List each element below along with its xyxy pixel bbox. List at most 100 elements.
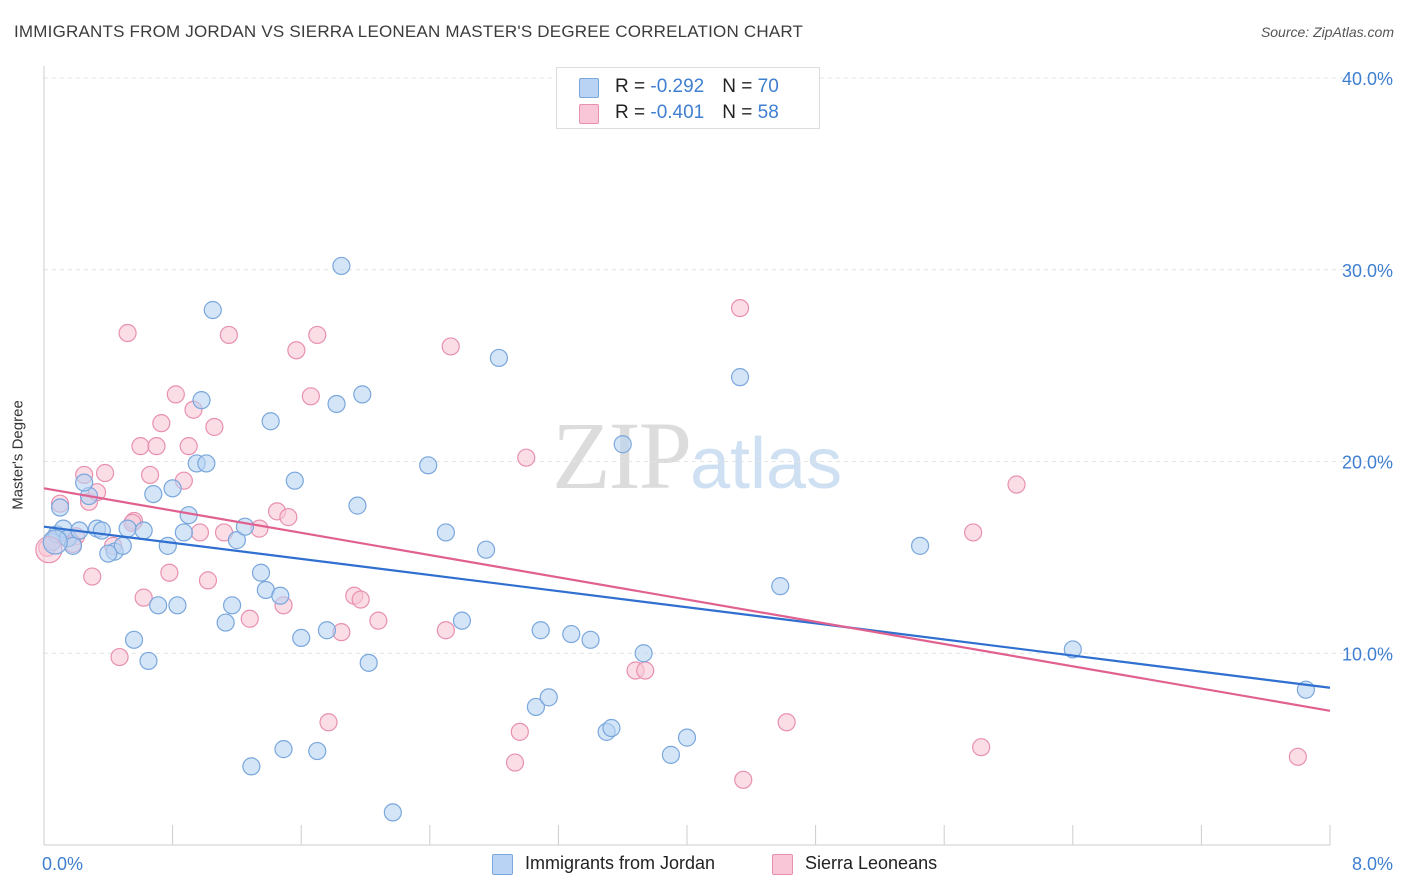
data-point-jordan xyxy=(419,456,438,475)
legend-swatch-sierra xyxy=(579,104,599,124)
x-tick-label: 8.0% xyxy=(1352,854,1393,874)
data-point-jordan xyxy=(235,517,255,536)
bottom-legend-label-jordan: Immigrants from Jordan xyxy=(525,853,716,873)
legend-n-value: 70 xyxy=(757,76,779,97)
data-point-sierra xyxy=(1288,747,1307,766)
data-point-jordan xyxy=(75,473,94,492)
data-point-jordan xyxy=(149,596,168,615)
data-point-sierra xyxy=(118,323,137,343)
data-point-jordan xyxy=(271,586,290,605)
trend-line-jordan xyxy=(43,525,1331,689)
y-tick-label: 30.0% xyxy=(1342,261,1393,281)
data-point-jordan xyxy=(581,630,600,649)
data-point-sierra xyxy=(351,590,370,609)
data-point-jordan xyxy=(92,521,111,540)
data-point-jordan xyxy=(222,596,242,615)
legend-n-label: N = xyxy=(722,76,758,97)
data-point-jordan xyxy=(562,624,581,644)
data-point-sierra xyxy=(441,337,460,356)
y-tick-label: 10.0% xyxy=(1342,644,1393,664)
legend-n-value: 58 xyxy=(757,102,779,123)
data-point-sierra xyxy=(219,325,238,345)
data-point-jordan xyxy=(227,531,246,550)
data-point-jordan xyxy=(489,348,509,368)
data-point-sierra xyxy=(517,448,536,467)
legend-swatch-jordan xyxy=(579,78,599,98)
data-point-sierra xyxy=(83,567,102,586)
data-point-jordan xyxy=(134,521,153,540)
data-point-sierra xyxy=(510,722,529,741)
x-tick-label: 0.0% xyxy=(42,854,83,874)
data-point-jordan xyxy=(251,563,271,582)
data-point-sierra xyxy=(166,385,185,404)
data-point-jordan xyxy=(192,391,211,410)
data-point-jordan xyxy=(216,613,235,632)
legend-text-jordan: R = -0.292 N = 70 xyxy=(615,76,779,98)
data-point-sierra xyxy=(972,738,991,757)
data-point-jordan xyxy=(50,498,70,517)
data-point-jordan xyxy=(476,540,496,559)
data-point-jordan xyxy=(436,523,455,542)
stats-legend: R = -0.292 N = 70 R = -0.401 N = 58 xyxy=(556,67,820,129)
data-point-jordan xyxy=(531,621,550,640)
data-point-jordan xyxy=(348,496,367,515)
data-point-sierra xyxy=(308,325,327,345)
y-tick-label: 20.0% xyxy=(1342,453,1393,473)
data-point-jordan xyxy=(139,651,158,671)
data-point-sierra xyxy=(205,417,224,437)
data-point-jordan xyxy=(163,479,182,498)
data-point-sierra xyxy=(279,508,298,527)
data-point-jordan xyxy=(292,628,311,648)
data-point-jordan xyxy=(203,300,222,320)
data-point-jordan xyxy=(274,740,293,759)
data-point-jordan xyxy=(661,745,681,764)
bottom-legend-label-sierra: Sierra Leoneans xyxy=(805,853,938,873)
data-point-sierra xyxy=(152,414,171,433)
data-point-jordan xyxy=(526,697,545,717)
data-point-jordan xyxy=(327,394,346,414)
data-point-jordan xyxy=(197,454,216,473)
data-point-sierra xyxy=(134,588,153,607)
data-point-jordan xyxy=(285,471,304,490)
data-point-sierra xyxy=(147,437,166,456)
data-point-sierra xyxy=(636,661,655,680)
data-point-sierra xyxy=(319,713,338,732)
data-point-sierra xyxy=(734,770,753,789)
data-point-sierra xyxy=(1007,475,1026,494)
bottom-swatch-jordan xyxy=(492,854,513,875)
trend-line-sierra xyxy=(43,487,1331,712)
data-point-jordan xyxy=(144,484,163,504)
data-point-jordan xyxy=(261,412,280,431)
data-point-sierra xyxy=(301,387,320,406)
source-credit: Source: ZipAtlas.com xyxy=(1260,24,1394,40)
series-jordan xyxy=(42,256,1315,822)
data-point-jordan xyxy=(308,741,327,761)
legend-n-label: N = xyxy=(722,102,758,123)
data-point-sierra xyxy=(160,563,179,582)
data-point-jordan xyxy=(317,621,337,640)
data-point-jordan xyxy=(242,757,261,776)
data-point-jordan xyxy=(677,728,697,747)
data-point-jordan xyxy=(1063,640,1082,659)
data-point-jordan xyxy=(42,529,68,555)
bottom-swatch-sierra xyxy=(772,854,793,875)
data-point-sierra xyxy=(436,621,455,640)
y-axis-label: Master's Degree xyxy=(9,400,27,510)
data-point-jordan xyxy=(124,630,144,649)
data-point-sierra xyxy=(287,341,306,360)
y-tick-label: 40.0% xyxy=(1342,69,1393,89)
data-point-sierra xyxy=(140,465,160,485)
data-point-jordan xyxy=(730,368,750,387)
data-point-sierra xyxy=(131,437,150,456)
data-point-jordan xyxy=(99,544,118,563)
data-point-jordan xyxy=(602,718,621,738)
data-point-jordan xyxy=(353,385,372,404)
data-point-sierra xyxy=(190,523,210,542)
data-point-jordan xyxy=(118,519,137,538)
data-point-jordan xyxy=(910,536,930,555)
data-point-jordan xyxy=(634,644,653,663)
data-point-jordan xyxy=(452,611,472,630)
data-point-jordan xyxy=(174,523,193,542)
data-point-sierra xyxy=(240,609,259,628)
